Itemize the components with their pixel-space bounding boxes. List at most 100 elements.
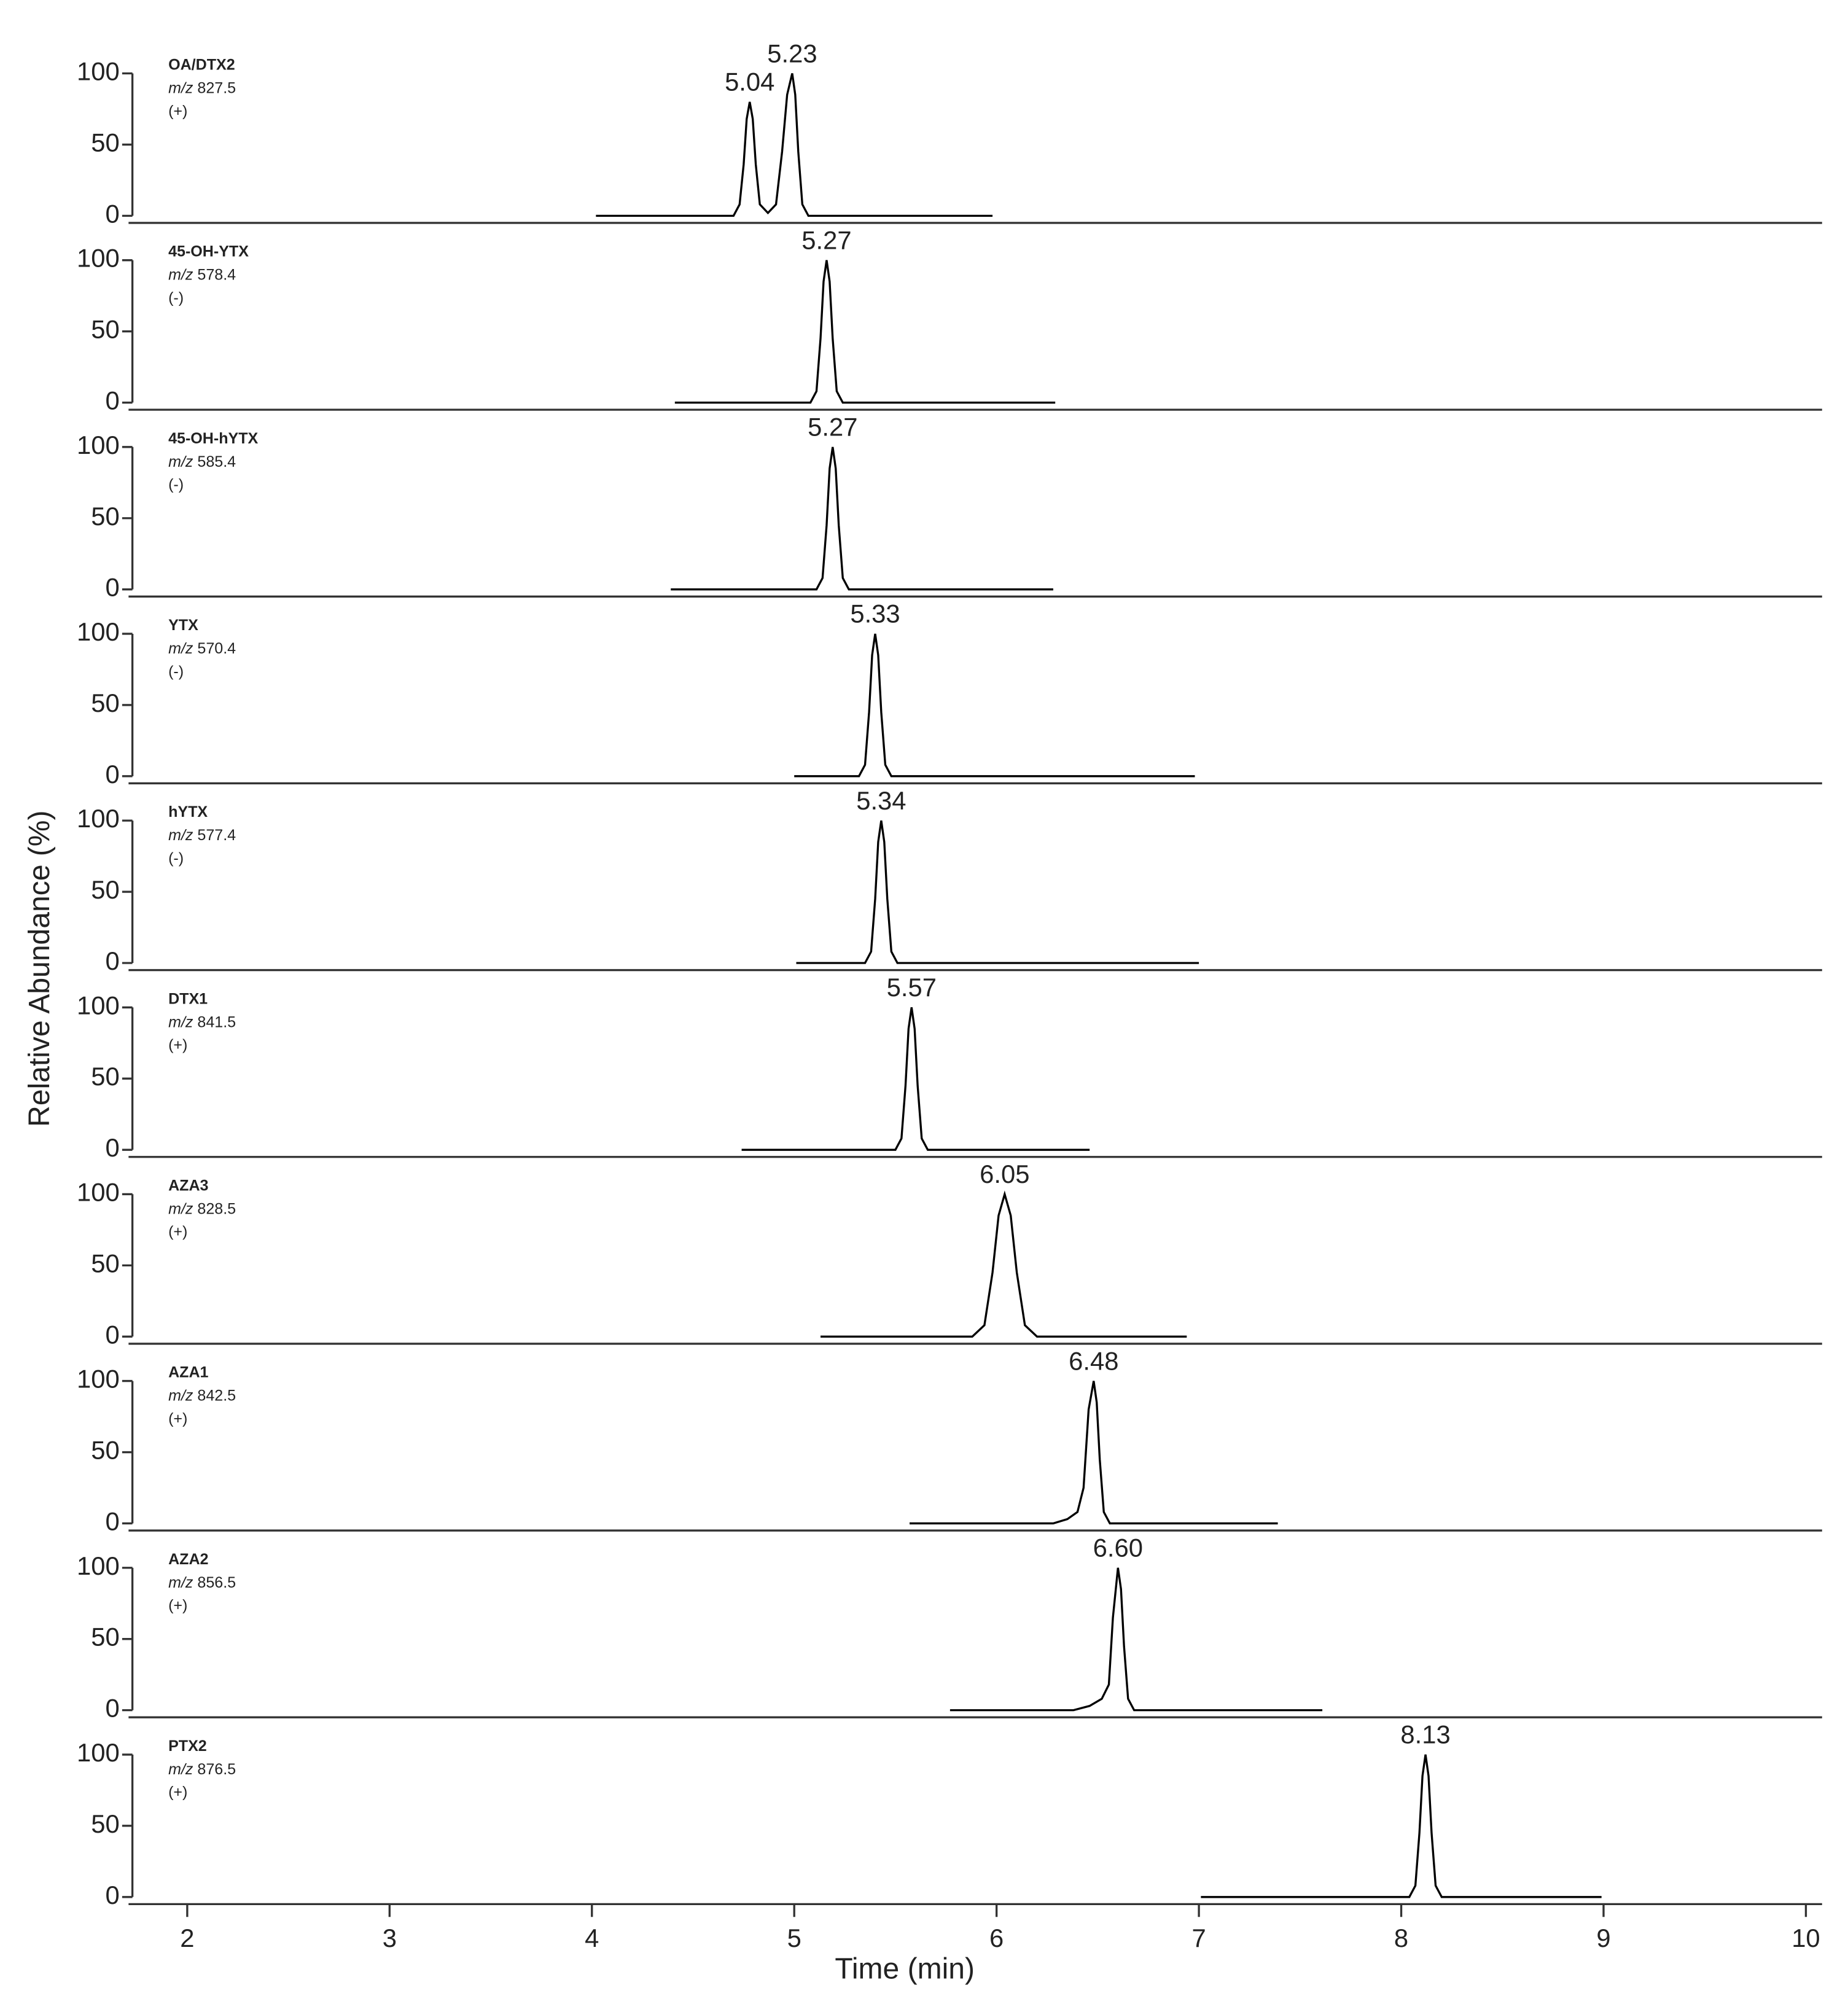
peak-label: 6.48 [1069, 1346, 1118, 1375]
mz-value: 842.5 [197, 1387, 236, 1404]
mz-label: m/z [168, 827, 193, 844]
mz-value: 827.5 [197, 79, 236, 96]
y-tick-label: 50 [91, 875, 119, 904]
y-tick-label: 0 [105, 1881, 119, 1909]
compound-name: YTX [168, 617, 198, 634]
compound-name: 45-OH-hYTX [168, 430, 258, 447]
ion-polarity: (-) [168, 476, 184, 493]
chromatogram-trace [741, 1007, 1090, 1151]
x-axis-label: Time (min) [835, 1952, 975, 1985]
compound-name: AZA1 [168, 1364, 208, 1381]
peak-label: 5.04 [725, 68, 774, 96]
peak-label: 5.33 [850, 599, 900, 628]
y-tick-label: 50 [91, 1436, 119, 1465]
ion-polarity: (-) [168, 849, 184, 867]
mass-to-charge: m/z 577.4 [168, 827, 236, 844]
y-axis-label: Relative Abundance (%) [23, 811, 56, 1127]
y-tick-label: 50 [91, 1809, 119, 1838]
mass-to-charge: m/z 841.5 [168, 1013, 236, 1031]
peak-label: 5.27 [808, 413, 857, 442]
mz-value: 578.4 [197, 266, 236, 283]
peak-label: 5.57 [887, 973, 937, 1002]
y-tick-label: 50 [91, 502, 119, 531]
y-tick-label: 50 [91, 128, 119, 157]
peak-label: 5.23 [767, 39, 817, 68]
x-tick-label: 10 [1791, 1924, 1820, 1952]
mz-label: m/z [168, 1013, 193, 1031]
y-tick-label: 100 [77, 431, 120, 459]
mz-value: 856.5 [197, 1573, 236, 1591]
x-tick-label: 9 [1596, 1924, 1610, 1952]
mz-value: 570.4 [197, 640, 236, 657]
mz-value: 828.5 [197, 1200, 236, 1217]
x-tick-label: 4 [585, 1924, 599, 1952]
mass-to-charge: m/z 876.5 [168, 1761, 236, 1778]
ion-polarity: (-) [168, 289, 184, 306]
y-tick-label: 100 [77, 244, 120, 273]
mass-to-charge: m/z 827.5 [168, 79, 236, 96]
chromatogram-trace [796, 820, 1199, 964]
mz-value: 876.5 [197, 1761, 236, 1778]
y-tick-label: 0 [105, 1694, 119, 1723]
compound-name: OA/DTX2 [168, 57, 235, 74]
y-tick-label: 100 [77, 1365, 120, 1394]
chromatogram-trace [1201, 1754, 1602, 1898]
peak-label: 8.13 [1400, 1720, 1450, 1749]
mz-label: m/z [168, 453, 193, 470]
y-tick-label: 50 [91, 688, 119, 717]
mass-to-charge: m/z 585.4 [168, 453, 236, 470]
x-tick-label: 6 [989, 1924, 1004, 1952]
mass-to-charge: m/z 570.4 [168, 640, 236, 657]
mz-label: m/z [168, 1200, 193, 1217]
mz-label: m/z [168, 1387, 193, 1404]
mz-label: m/z [168, 1761, 193, 1778]
chromatogram-trace [909, 1381, 1278, 1525]
y-tick-label: 100 [77, 57, 120, 86]
y-tick-label: 0 [105, 1133, 119, 1162]
y-tick-label: 100 [77, 1551, 120, 1580]
ion-polarity: (+) [168, 1410, 187, 1427]
mz-label: m/z [168, 266, 193, 283]
chromatogram-trace [596, 73, 993, 217]
x-tick-label: 2 [180, 1924, 194, 1952]
y-tick-label: 50 [91, 1249, 119, 1277]
compound-name: AZA2 [168, 1551, 208, 1568]
x-tick-label: 7 [1191, 1924, 1206, 1952]
peak-label: 6.05 [980, 1160, 1029, 1188]
chromatogram-trace [821, 1190, 1187, 1338]
chromatogram-trace [671, 446, 1053, 591]
mass-to-charge: m/z 578.4 [168, 266, 236, 283]
ion-polarity: (+) [168, 1223, 187, 1241]
y-tick-label: 0 [105, 1507, 119, 1535]
y-tick-label: 50 [91, 315, 119, 344]
ion-polarity: (+) [168, 1597, 187, 1614]
y-tick-label: 100 [77, 1738, 120, 1767]
y-tick-label: 0 [105, 946, 119, 975]
compound-name: 45-OH-YTX [168, 243, 249, 260]
mass-to-charge: m/z 842.5 [168, 1387, 236, 1404]
y-tick-label: 0 [105, 573, 119, 602]
mz-label: m/z [168, 1573, 193, 1591]
mz-value: 841.5 [197, 1013, 236, 1031]
compound-name: DTX1 [168, 990, 208, 1007]
compound-name: hYTX [168, 803, 208, 821]
chromatogram-trace [674, 260, 1056, 404]
x-tick-label: 3 [383, 1924, 397, 1952]
peak-label: 5.34 [856, 786, 906, 815]
y-tick-label: 100 [77, 617, 120, 646]
mz-label: m/z [168, 79, 193, 96]
y-tick-label: 50 [91, 1623, 119, 1651]
y-tick-label: 100 [77, 1177, 120, 1206]
mz-value: 577.4 [197, 827, 236, 844]
y-tick-label: 0 [105, 760, 119, 789]
ion-polarity: (+) [168, 103, 187, 120]
y-tick-label: 0 [105, 199, 119, 228]
mz-value: 585.4 [197, 453, 236, 470]
y-tick-label: 50 [91, 1062, 119, 1091]
y-tick-label: 100 [77, 991, 120, 1020]
chromatogram-trace [794, 633, 1195, 778]
y-tick-label: 0 [105, 1320, 119, 1349]
ion-polarity: (+) [168, 1037, 187, 1054]
peak-label: 6.60 [1093, 1534, 1143, 1562]
